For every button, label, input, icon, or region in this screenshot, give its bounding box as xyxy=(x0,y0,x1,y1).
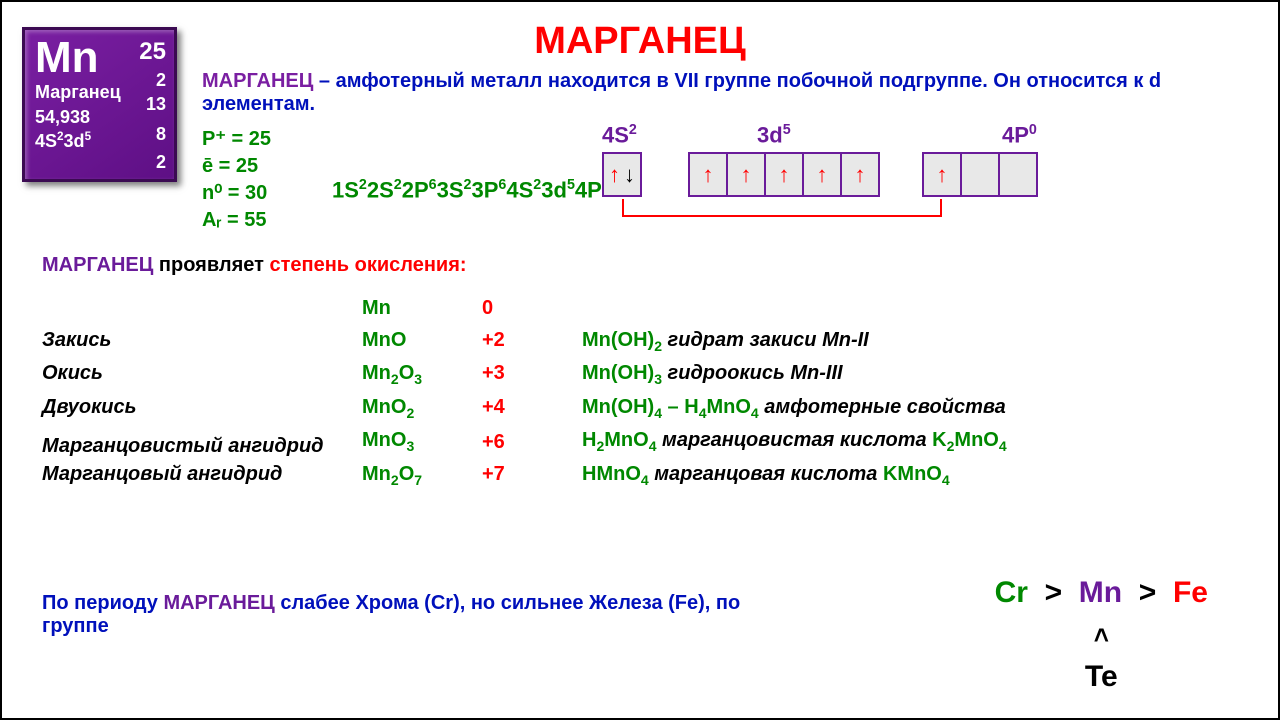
arrow-up-icon: ↑ xyxy=(779,164,790,186)
orbital-cell: ↑↓ xyxy=(602,152,642,197)
arrow-up-icon: ↑ xyxy=(937,164,948,186)
ox-compound: Mn(OH)2 гидрат закиси Mn-II xyxy=(582,324,1258,357)
intro-body: – амфотерный металл находится в VII груп… xyxy=(202,70,1161,115)
orbital-group-1: ↑ ↑ ↑ ↑ ↑ xyxy=(688,152,878,197)
ox-name: Марганцовистый ангидрид xyxy=(42,435,362,458)
oxidation-row: ЗакисьMnO+2Mn(OH)2 гидрат закиси Mn-II xyxy=(42,324,1258,357)
ox-name xyxy=(42,292,362,324)
oxidation-row: ОкисьMn2O3+3Mn(OH)3 гидроокись Mn-III xyxy=(42,357,1258,390)
orbital-cell: ↑ xyxy=(840,152,880,197)
bottom-pre: По периоду xyxy=(42,592,163,614)
cmp-te: Te xyxy=(1085,660,1118,693)
cmp-caret: ˄ xyxy=(1094,620,1109,650)
ox-name: Двуокись xyxy=(42,391,362,424)
page-title: МАРГАНЕЦ xyxy=(2,20,1278,63)
orbital-cell: ↑ xyxy=(688,152,728,197)
ox-header-mid: проявляет xyxy=(153,254,269,276)
orbital-cell xyxy=(960,152,1000,197)
ox-state: +2 xyxy=(482,324,582,357)
orbital-cell: ↑ xyxy=(726,152,766,197)
oxidation-row: ДвуокисьMnO2+4Mn(OH)4 – H4MnO4 амфотерны… xyxy=(42,391,1258,424)
tile-name: Марганец xyxy=(35,82,164,103)
param-protons: P⁺ = 25 xyxy=(202,126,271,153)
arrow-up-icon: ↑ xyxy=(855,164,866,186)
tile-shell-3: 8 xyxy=(156,124,166,145)
orbital-bracket xyxy=(622,199,942,217)
orbital-group-2: ↑ xyxy=(922,152,1036,197)
orbital-label-3d: 3d5 xyxy=(757,122,791,148)
ox-formula: Mn2O7 xyxy=(362,458,482,491)
ox-state: +3 xyxy=(482,357,582,390)
ox-compound: HMnO4 марганцовая кислота KMnO4 xyxy=(582,458,1258,491)
orbital-cell: ↑ xyxy=(922,152,962,197)
orbital-label-4p: 4P0 xyxy=(1002,122,1037,148)
ox-name: Окись xyxy=(42,357,362,390)
full-electron-config: 1S22S22P63S23P64S23d54P0 xyxy=(332,177,610,203)
ox-formula: MnO3 xyxy=(362,424,482,457)
param-mass: Aᵣ = 55 xyxy=(202,207,271,234)
ox-compound: Mn(OH)3 гидроокись Mn-III xyxy=(582,357,1258,390)
oxidation-row: Mn0 xyxy=(42,292,1258,324)
orbital-cell: ↑ xyxy=(802,152,842,197)
tile-shell-1: 2 xyxy=(156,70,166,91)
cmp-gt2: > xyxy=(1139,576,1157,609)
ox-header-name: МАРГАНЕЦ xyxy=(42,254,153,276)
oxidation-row: Марганцовистый ангидридMnO3+6H2MnO4 марг… xyxy=(42,424,1258,457)
tile-shell-2: 13 xyxy=(146,94,166,115)
ox-compound: Mn(OH)4 – H4MnO4 амфотерные свойства xyxy=(582,391,1258,424)
arrow-up-icon: ↑ xyxy=(609,164,620,186)
orbital-cell: ↑ xyxy=(764,152,804,197)
cmp-gt1: > xyxy=(1045,576,1063,609)
oxidation-row: Марганцовый ангидридMn2O7+7HMnO4 марганц… xyxy=(42,458,1258,491)
ox-header-red: степень окисления: xyxy=(269,254,466,276)
ox-formula: Mn2O3 xyxy=(362,357,482,390)
ox-state: +4 xyxy=(482,391,582,424)
ox-name: Марганцовый ангидрид xyxy=(42,458,362,491)
ox-state: 0 xyxy=(482,292,582,324)
intro-name: МАРГАНЕЦ xyxy=(202,70,313,92)
ox-state: +6 xyxy=(482,426,582,458)
ox-state: +7 xyxy=(482,458,582,491)
orbital-label-4s: 4S2 xyxy=(602,122,637,148)
ox-compound: H2MnO4 марганцовистая кислота K2MnO4 xyxy=(582,424,1258,457)
period-comparison-text: По периоду МАРГАНЕЦ слабее Хрома (Cr), н… xyxy=(42,592,762,638)
cmp-cr: Cr xyxy=(995,576,1028,609)
strength-comparison: Cr > Mn > Fe ˄ Te xyxy=(995,572,1208,698)
ox-formula: Mn xyxy=(362,292,482,324)
intro-text: МАРГАНЕЦ – амфотерный металл находится в… xyxy=(202,70,1258,116)
ox-name: Закись xyxy=(42,324,362,357)
cmp-fe: Fe xyxy=(1173,576,1208,609)
arrow-up-icon: ↑ xyxy=(741,164,752,186)
arrow-down-icon: ↓ xyxy=(624,164,635,186)
atomic-params: P⁺ = 25 ē = 25 n⁰ = 30 Aᵣ = 55 xyxy=(202,126,271,234)
ox-compound xyxy=(582,292,1258,324)
arrow-up-icon: ↑ xyxy=(703,164,714,186)
bottom-name: МАРГАНЕЦ xyxy=(163,592,274,614)
oxidation-header: МАРГАНЕЦ проявляет степень окисления: xyxy=(42,254,467,277)
orbital-group-0: ↑↓ xyxy=(602,152,640,197)
cmp-mn: Mn xyxy=(1079,576,1122,609)
param-electrons: ē = 25 xyxy=(202,153,271,180)
oxidation-table: Mn0ЗакисьMnO+2Mn(OH)2 гидрат закиси Mn-I… xyxy=(42,292,1258,491)
param-neutrons: n⁰ = 30 xyxy=(202,180,271,207)
tile-config: 4S23d5 xyxy=(35,130,164,152)
arrow-up-icon: ↑ xyxy=(817,164,828,186)
ox-formula: MnO xyxy=(362,324,482,357)
orbital-cell xyxy=(998,152,1038,197)
ox-formula: MnO2 xyxy=(362,391,482,424)
tile-shell-4: 2 xyxy=(156,152,166,173)
tile-mass: 54,938 xyxy=(35,107,164,128)
